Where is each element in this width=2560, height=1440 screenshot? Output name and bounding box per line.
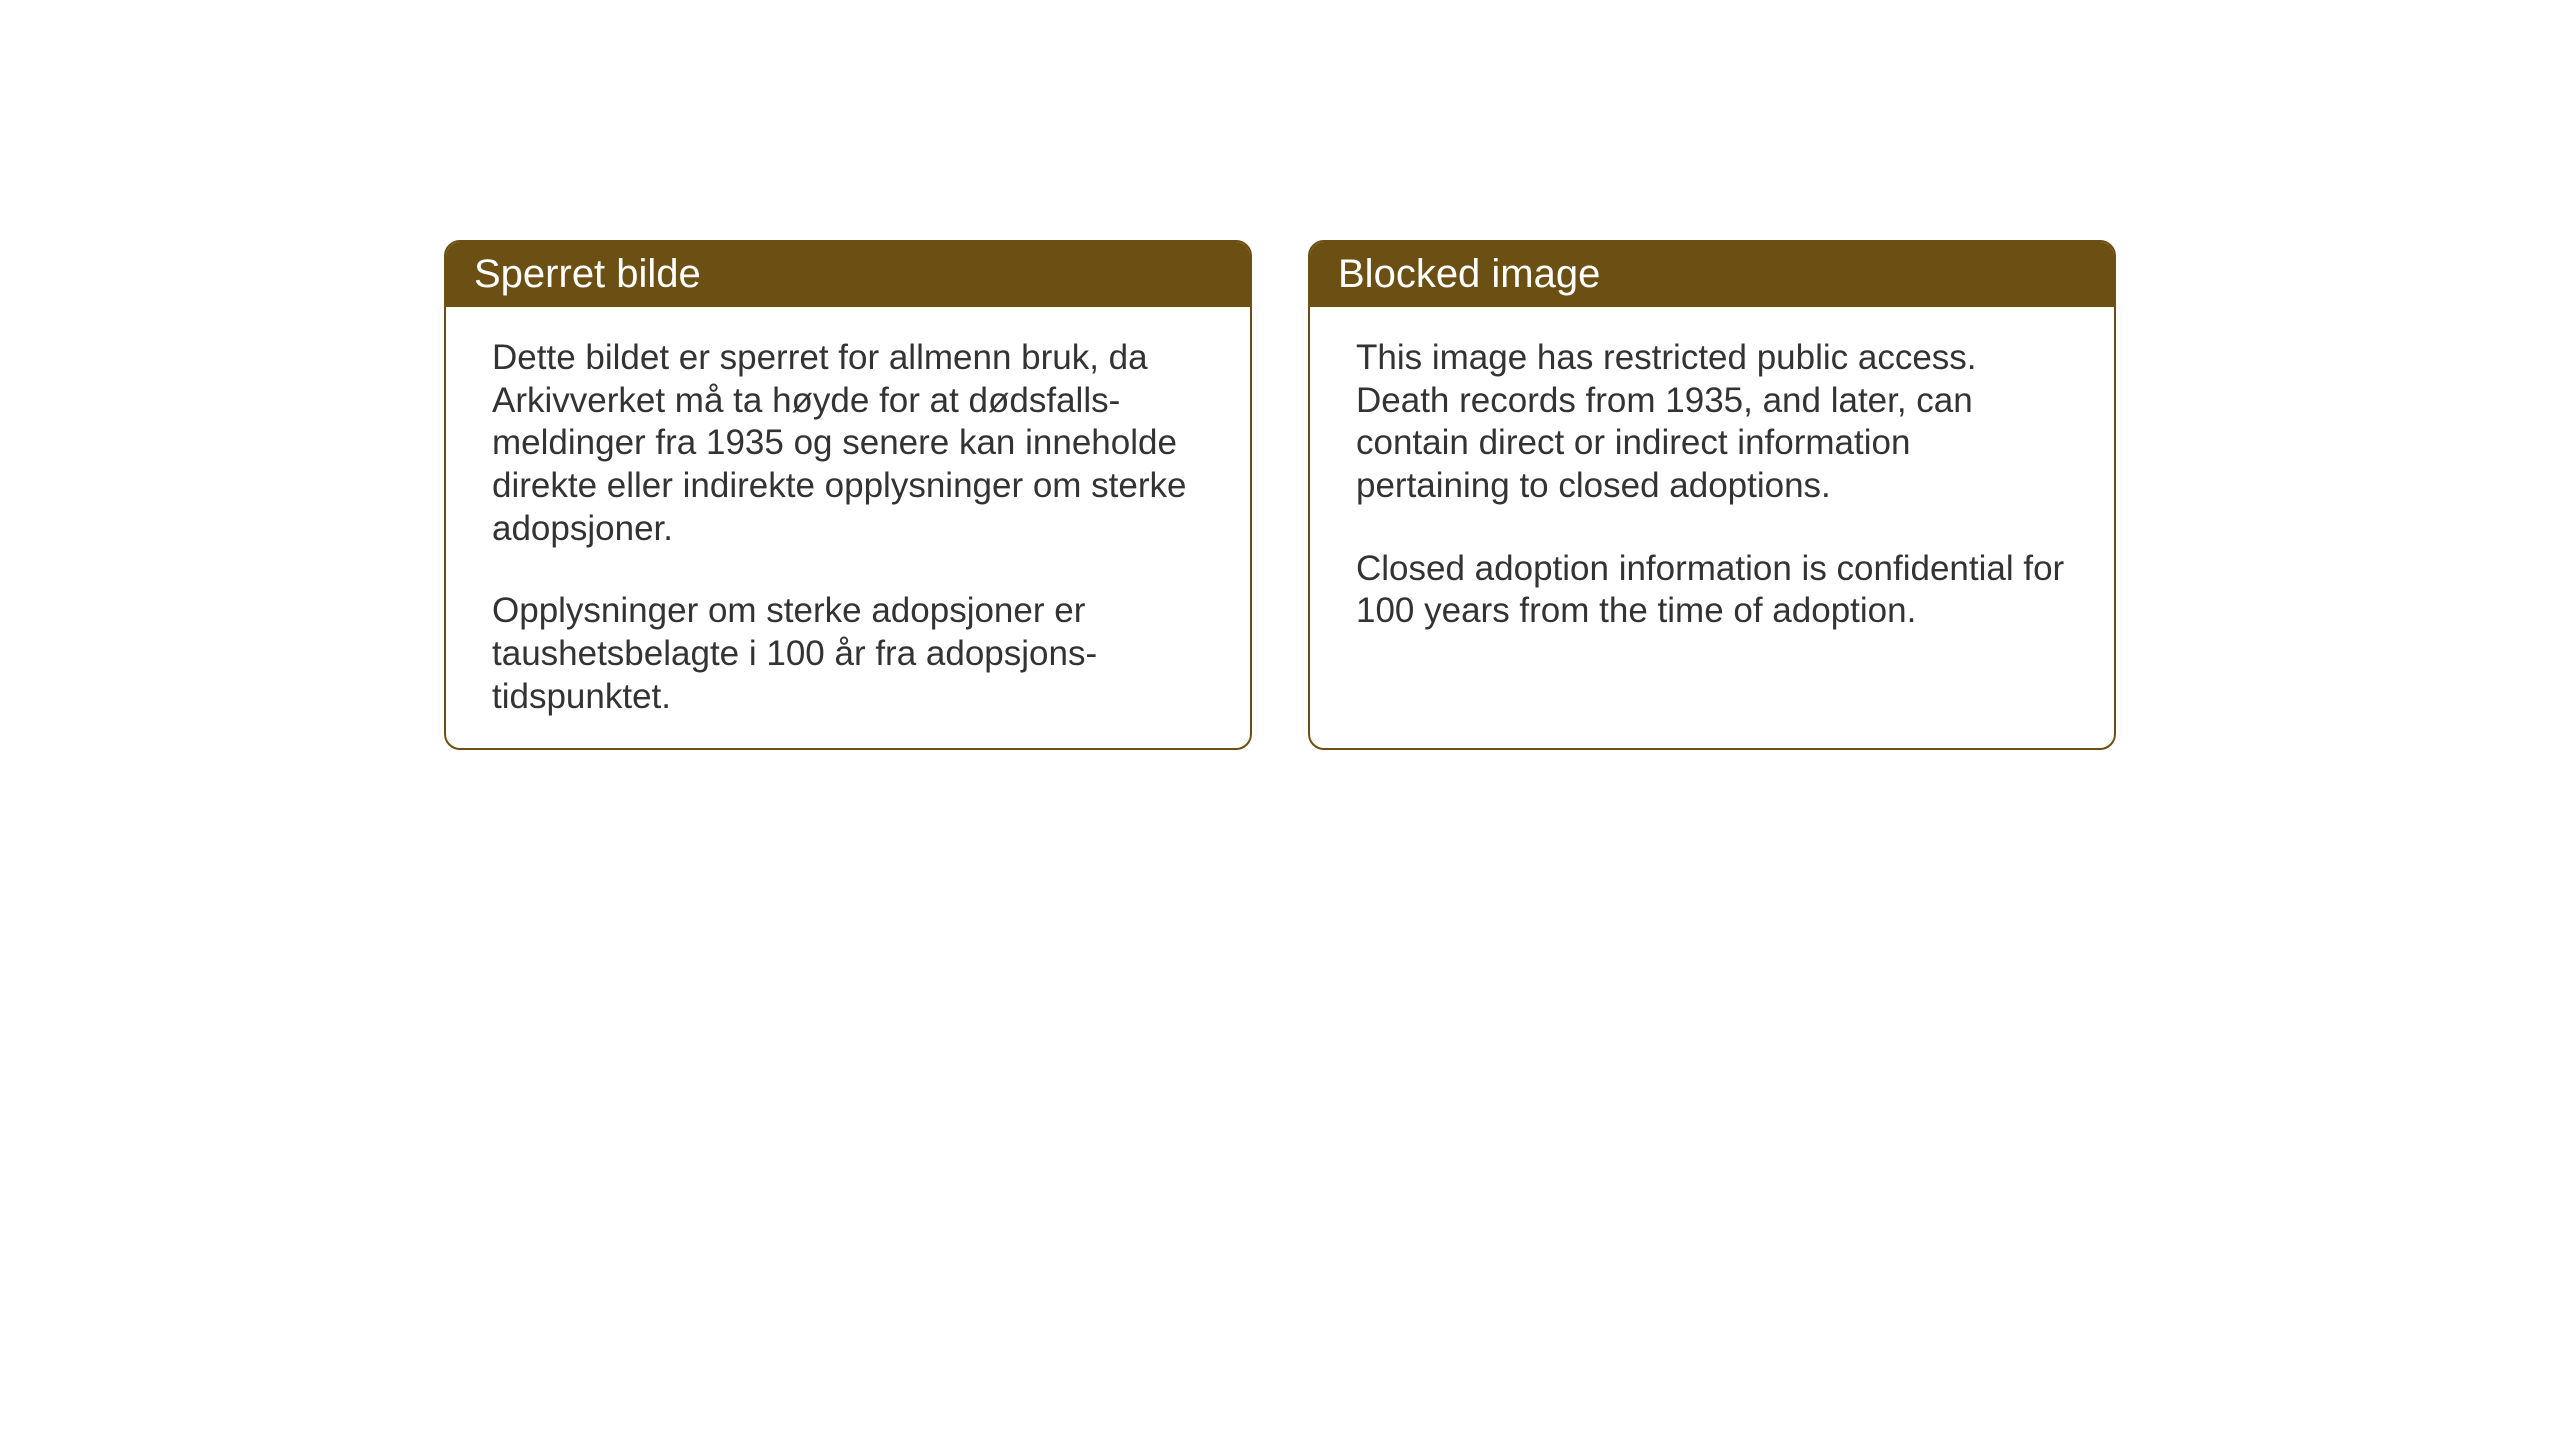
card-norwegian-paragraph: Opplysninger om sterke adopsjoner er tau… xyxy=(492,590,1204,718)
card-english-header: Blocked image xyxy=(1310,242,2114,307)
card-english-body: This image has restricted public access.… xyxy=(1310,307,2114,663)
card-norwegian-header: Sperret bilde xyxy=(446,242,1250,307)
cards-container: Sperret bilde Dette bildet er sperret fo… xyxy=(444,240,2116,750)
card-norwegian-paragraph: Dette bildet er sperret for allmenn bruk… xyxy=(492,337,1204,550)
card-norwegian-body: Dette bildet er sperret for allmenn bruk… xyxy=(446,307,1250,749)
card-english-paragraph: Closed adoption information is confident… xyxy=(1356,548,2068,633)
card-english-paragraph: This image has restricted public access.… xyxy=(1356,337,2068,508)
card-norwegian: Sperret bilde Dette bildet er sperret fo… xyxy=(444,240,1252,750)
card-english: Blocked image This image has restricted … xyxy=(1308,240,2116,750)
